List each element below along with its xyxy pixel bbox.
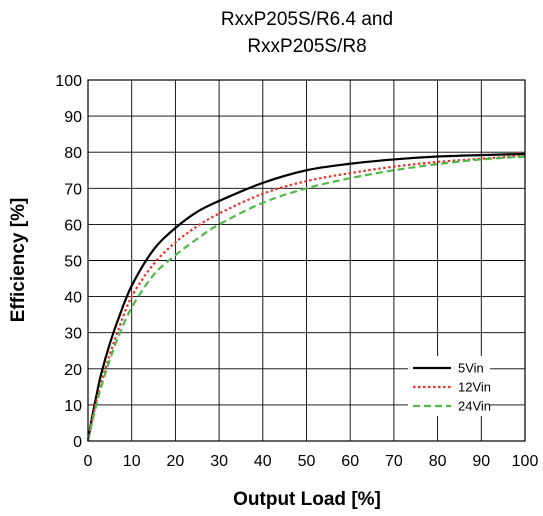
y-tick-label: 60 xyxy=(64,217,82,234)
series-line-12vin xyxy=(86,154,526,442)
x-tick-label: 10 xyxy=(123,453,141,470)
y-tick-label: 80 xyxy=(64,145,82,162)
plot-frame xyxy=(87,79,526,442)
y-tick-label: 70 xyxy=(64,181,82,198)
x-axis-label: Output Load [%] xyxy=(233,489,381,510)
x-tick-label: 80 xyxy=(429,453,447,470)
legend-label-5vin: 5Vin xyxy=(458,361,484,376)
series-line-24vin xyxy=(86,155,526,442)
y-tick-label: 40 xyxy=(64,290,82,307)
x-tick-label: 100 xyxy=(512,453,539,470)
y-tick-label: 20 xyxy=(64,362,82,379)
legend: 5Vin 12Vin 24Vin xyxy=(408,356,491,416)
x-tick-label: 50 xyxy=(298,453,316,470)
x-tick-label: 0 xyxy=(84,453,93,470)
series-lines xyxy=(86,152,526,442)
series-line-5vin xyxy=(86,152,526,442)
x-tick-label: 40 xyxy=(254,453,272,470)
x-tick-label: 20 xyxy=(167,453,185,470)
y-tick-label: 30 xyxy=(64,326,82,343)
y-tick-label: 50 xyxy=(64,254,82,271)
legend-label-24vin: 24Vin xyxy=(458,399,491,414)
y-tick-label: 10 xyxy=(64,398,82,415)
x-tick-label: 60 xyxy=(341,453,359,470)
legend-label-12vin: 12Vin xyxy=(458,380,491,395)
y-tick-label: 90 xyxy=(64,109,82,126)
x-tick-label: 30 xyxy=(210,453,228,470)
tick-labels: 0 10 20 30 40 50 60 70 80 90 100 0 10 20 30 40 50 60 70 80 9… xyxy=(55,73,538,470)
y-axis-label: Efficiency [%] xyxy=(8,198,29,323)
x-tick-label: 70 xyxy=(385,453,403,470)
y-tick-label: 0 xyxy=(73,434,82,451)
y-tick-label: 100 xyxy=(55,73,82,90)
x-tick-label: 90 xyxy=(472,453,490,470)
chart-title-line-1: RxxP205S/R6.4 and xyxy=(221,9,393,30)
chart-title-line-2: RxxP205S/R8 xyxy=(247,36,366,57)
